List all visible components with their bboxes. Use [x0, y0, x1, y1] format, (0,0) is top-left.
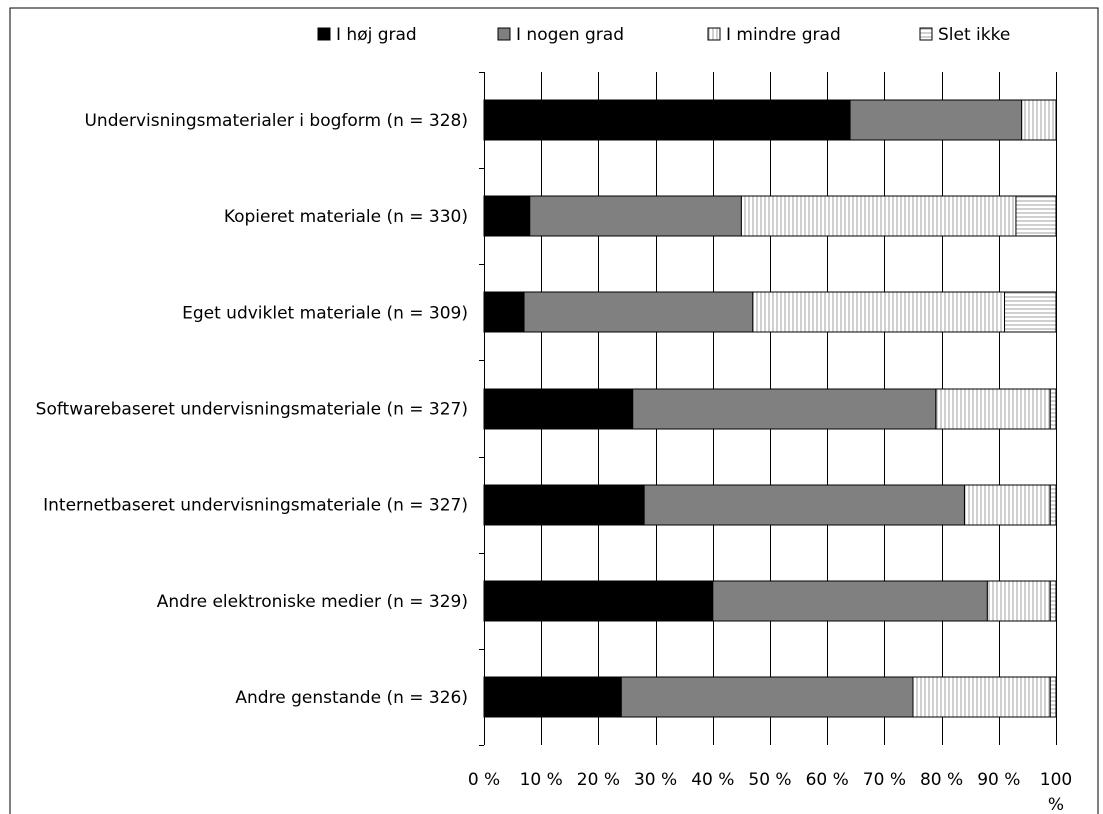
bar-segment-5-2 — [643, 484, 965, 526]
bar-segment-1-3 — [1021, 99, 1057, 141]
bar-segment-3-4 — [1004, 291, 1057, 333]
bar-segment-4-3 — [935, 388, 1051, 430]
x-tick-label: 40 % — [691, 770, 734, 790]
legend-swatch-4 — [919, 27, 933, 41]
bar-segment-5-1 — [483, 484, 645, 526]
chart-frame — [9, 7, 1099, 814]
bar-segment-4-4 — [1049, 388, 1057, 430]
category-label: Andre genstande (n = 326) — [235, 688, 468, 708]
category-label: Undervisningsmaterialer i bogform (n = 3… — [84, 111, 468, 131]
x-tick-label: 80 % — [920, 770, 963, 790]
category-labels: Undervisningsmaterialer i bogform (n = 3… — [36, 111, 468, 708]
x-tick-label-line: % — [1048, 795, 1064, 814]
bars-group — [483, 99, 1057, 718]
bar-segment-3-2 — [523, 291, 754, 333]
bar-segment-3-3 — [752, 291, 1006, 333]
bar-segment-6-3 — [986, 580, 1051, 622]
legend-swatch-3 — [707, 27, 721, 41]
x-tick-label: 90 % — [977, 770, 1020, 790]
axes — [479, 72, 485, 746]
x-tick-label: 30 % — [634, 770, 677, 790]
x-tick-label: 10 % — [520, 770, 563, 790]
bar-segment-3-1 — [483, 291, 525, 333]
bar-segment-7-2 — [620, 676, 914, 718]
bar-segment-5-4 — [1049, 484, 1057, 526]
x-tick-label: 50 % — [748, 770, 791, 790]
legend-label: I nogen grad — [516, 25, 624, 45]
bar-segment-6-1 — [483, 580, 714, 622]
bar-segment-5-3 — [963, 484, 1051, 526]
bar-segment-7-4 — [1049, 676, 1057, 718]
legend: I høj grad I nogen grad I mindre grad Slet … — [317, 25, 1010, 45]
bar-segment-4-2 — [632, 388, 937, 430]
bar-segment-7-3 — [912, 676, 1051, 718]
category-label: Kopieret materiale (n = 330) — [224, 207, 468, 227]
x-tick-label: 0 % — [468, 770, 500, 790]
x-tick-label: 70 % — [863, 770, 906, 790]
category-label: Softwarebaseret undervisningsmateriale (… — [36, 400, 468, 420]
legend-label: I mindre grad — [726, 25, 841, 45]
bar-segment-7-1 — [483, 676, 622, 718]
legend-label: I høj grad — [336, 25, 417, 45]
bar-segment-4-1 — [483, 388, 634, 430]
x-tick-label-line: 100 — [1040, 770, 1072, 790]
bar-segment-2-3 — [740, 195, 1017, 237]
bar-segment-2-2 — [529, 195, 742, 237]
legend-swatch-1 — [317, 27, 331, 41]
x-tick-label: 20 % — [577, 770, 620, 790]
category-label: Internetbaseret undervisningsmateriale (… — [43, 496, 468, 516]
bar-segment-6-2 — [712, 580, 988, 622]
bar-segment-2-1 — [483, 195, 531, 237]
bar-segment-6-4 — [1049, 580, 1057, 622]
bar-segment-1-2 — [849, 99, 1023, 141]
bar-segment-1-1 — [483, 99, 851, 141]
legend-swatch-2 — [497, 27, 511, 41]
legend-label: Slet ikke — [938, 25, 1010, 45]
x-tick-label: 100% — [1040, 770, 1072, 814]
category-label: Eget udviklet materiale (n = 309) — [182, 303, 468, 323]
x-tick-labels: 0 % 10 % 20 % 30 % 40 % 50 % 60 % 70 % 80 % 90 % 1… — [468, 770, 1072, 814]
category-label: Andre elektroniske medier (n = 329) — [157, 592, 468, 612]
x-tick-label: 60 % — [806, 770, 849, 790]
bar-segment-2-4 — [1015, 195, 1057, 237]
